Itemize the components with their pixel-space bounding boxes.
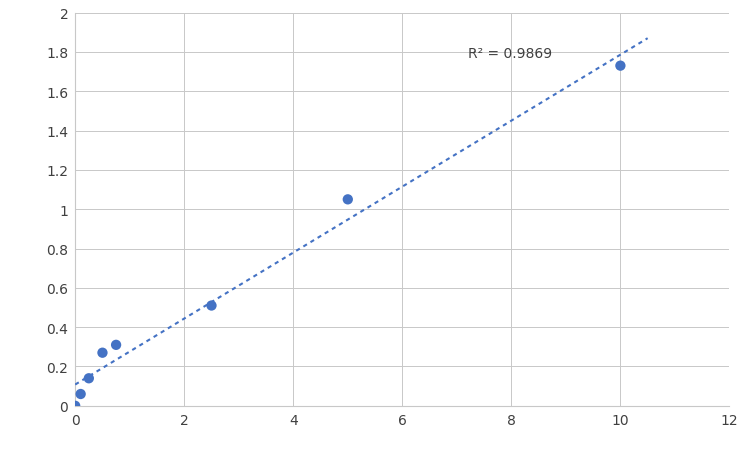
- Point: [614, 63, 626, 70]
- Point: [341, 196, 353, 203]
- Point: [69, 402, 81, 410]
- Point: [110, 341, 122, 349]
- Point: [205, 302, 217, 309]
- Point: [83, 375, 95, 382]
- Text: R² = 0.9869: R² = 0.9869: [468, 47, 552, 61]
- Point: [96, 350, 108, 357]
- Point: [74, 391, 86, 398]
